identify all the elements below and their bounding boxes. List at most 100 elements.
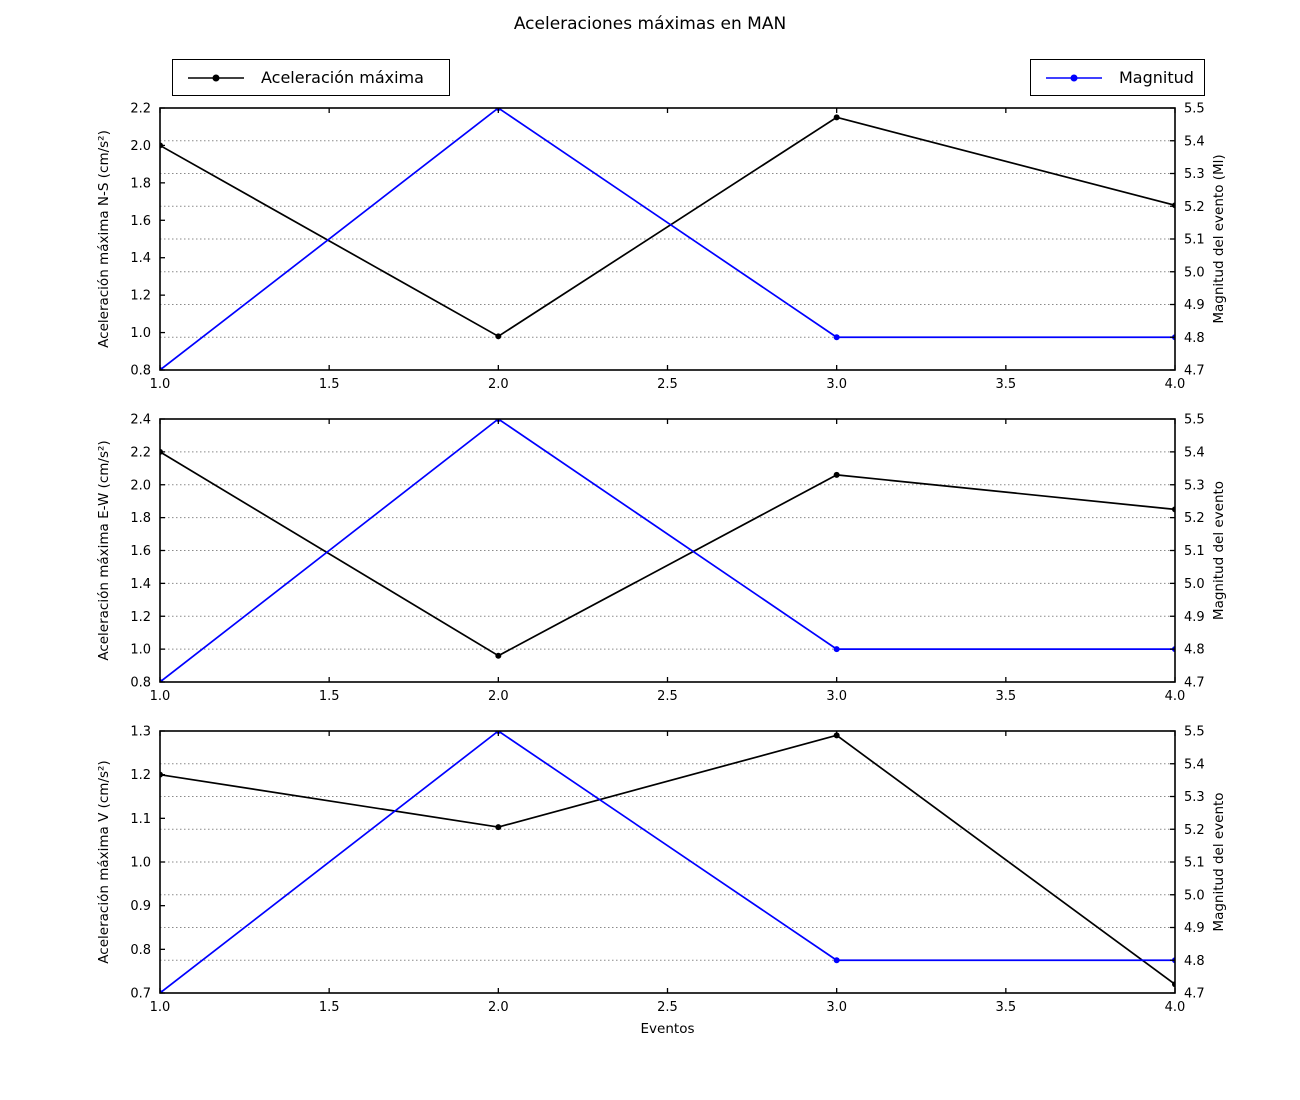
x-tick-label: 1.5 — [319, 377, 340, 392]
y-tick-label-left: 1.2 — [130, 289, 151, 304]
x-tick-label: 2.5 — [657, 1000, 678, 1015]
legend-line-sample-blue — [1046, 74, 1102, 81]
y-tick-label-left: 1.4 — [130, 577, 151, 592]
y-tick-label-right: 5.2 — [1184, 511, 1205, 526]
y-tick-label-right: 4.7 — [1184, 987, 1205, 1002]
x-axis-label: Eventos — [641, 1021, 695, 1037]
legend-line-sample-black — [188, 74, 244, 81]
y-tick-label-right: 5.2 — [1184, 823, 1205, 838]
data-point-magnitude — [833, 957, 840, 964]
series-line-acceleration — [160, 116, 1175, 338]
y-tick-label-right: 5.1 — [1184, 233, 1205, 248]
y-tick-label-right: 5.0 — [1184, 577, 1205, 592]
subplot-v: 1.0 1.5 2.0 2.5 3.0 3.5 4.0 0.7 0.8 0.9 1.0 1.1 1.2 1… — [96, 725, 1227, 1038]
data-point-magnitude — [833, 334, 840, 341]
subplot-ns: 1.0 1.5 2.0 2.5 3.0 3.5 4.00.81.01.21.41.61.82… — [96, 102, 1227, 393]
x-tick-label: 1.0 — [150, 1000, 171, 1015]
y-tick-label-right: 5.0 — [1184, 888, 1205, 903]
legend-magnitude: Magnitud — [1030, 59, 1205, 96]
y-axis-label-right: Magnitud del evento — [1211, 792, 1227, 931]
y-tick-label-left: 1.1 — [130, 812, 151, 827]
x-tick-label: 3.0 — [826, 1000, 847, 1015]
y-tick-label-left: 0.8 — [130, 676, 151, 691]
y-tick-label-right: 5.3 — [1184, 790, 1205, 805]
y-tick-label-left: 1.6 — [130, 544, 151, 559]
y-tick-label-left: 0.8 — [130, 943, 151, 958]
y-tick-label-right: 4.9 — [1184, 921, 1205, 936]
x-tick-label: 2.5 — [657, 689, 678, 704]
data-point-magnitude — [833, 646, 840, 653]
y-axis-label-right: Magnitud del evento — [1211, 481, 1227, 620]
y-tick-label-right: 5.0 — [1184, 265, 1205, 280]
y-tick-label-left: 1.6 — [130, 214, 151, 229]
x-tick-label: 4.0 — [1165, 1000, 1186, 1015]
x-tick-label: 1.5 — [319, 1000, 340, 1015]
y-tick-label-left: 2.0 — [130, 478, 151, 493]
x-tick-label: 2.0 — [488, 377, 509, 392]
series-line-acceleration — [160, 451, 1175, 657]
y-tick-label-right: 5.2 — [1184, 200, 1205, 215]
x-tick-label: 3.0 — [826, 377, 847, 392]
subplot-ew: 1.0 1.5 2.0 2.5 3.0 3.5 4.00.81.01.21.41.61.82… — [96, 413, 1227, 705]
y-axis-label-left: Aceleración máxima E-W (cm/s²) — [96, 440, 112, 660]
x-tick-label: 2.0 — [488, 689, 509, 704]
y-tick-label-left: 1.8 — [130, 511, 151, 526]
data-point-acceleration — [833, 471, 840, 478]
y-tick-label-right: 5.5 — [1184, 102, 1205, 117]
legend-acceleration-label: Aceleración máxima — [261, 68, 424, 87]
series-line-magnitude — [160, 419, 1175, 682]
y-tick-label-right: 5.1 — [1184, 544, 1205, 559]
x-tick-label: 3.0 — [826, 689, 847, 704]
y-tick-label-right: 5.4 — [1184, 445, 1205, 460]
y-axis-label-right: Magnitud del evento (Ml) — [1211, 154, 1227, 323]
x-tick-label: 1.5 — [319, 689, 340, 704]
y-tick-label-left: 0.8 — [130, 364, 151, 379]
y-tick-label-left: 1.3 — [130, 725, 151, 740]
data-point-acceleration — [495, 824, 502, 831]
y-tick-label-right: 4.8 — [1184, 954, 1205, 969]
data-point-acceleration — [833, 114, 840, 121]
series-line-magnitude — [160, 731, 1175, 993]
x-tick-label: 4.0 — [1165, 689, 1186, 704]
y-tick-label-left: 2.4 — [130, 413, 151, 428]
series-line-magnitude — [160, 108, 1175, 370]
y-tick-label-right: 5.3 — [1184, 167, 1205, 182]
y-tick-label-right: 5.3 — [1184, 478, 1205, 493]
x-tick-label: 2.5 — [657, 377, 678, 392]
y-tick-label-right: 4.9 — [1184, 610, 1205, 625]
y-tick-label-left: 0.9 — [130, 899, 151, 914]
x-tick-label: 4.0 — [1165, 377, 1186, 392]
y-tick-label-right: 5.4 — [1184, 134, 1205, 149]
y-tick-label-right: 4.7 — [1184, 676, 1205, 691]
y-tick-label-right: 5.5 — [1184, 725, 1205, 740]
y-tick-label-left: 1.2 — [130, 768, 151, 783]
legend-acceleration: Aceleración máxima — [172, 59, 450, 96]
y-tick-label-left: 2.2 — [130, 445, 151, 460]
y-tick-label-right: 4.8 — [1184, 643, 1205, 658]
y-tick-label-left: 1.0 — [130, 643, 151, 658]
x-tick-label: 3.5 — [995, 377, 1016, 392]
y-tick-label-right: 4.9 — [1184, 298, 1205, 313]
y-tick-label-left: 1.4 — [130, 251, 151, 266]
y-tick-label-left: 1.8 — [130, 176, 151, 191]
y-tick-label-left: 0.7 — [130, 987, 151, 1002]
x-tick-label: 1.0 — [150, 377, 171, 392]
y-tick-label-right: 5.1 — [1184, 856, 1205, 871]
x-tick-label: 2.0 — [488, 1000, 509, 1015]
x-tick-label: 3.5 — [995, 1000, 1016, 1015]
y-axis-label-left: Aceleración máxima N-S (cm/s²) — [96, 130, 112, 348]
x-tick-label: 1.0 — [150, 689, 171, 704]
chart-title: Aceleraciones máximas en MAN — [513, 14, 787, 34]
y-tick-label-right: 5.4 — [1184, 757, 1205, 772]
y-tick-label-right: 4.8 — [1184, 331, 1205, 346]
legend-magnitude-label: Magnitud — [1119, 68, 1194, 87]
y-axis-label-left: Aceleración máxima V (cm/s²) — [96, 760, 112, 963]
y-tick-label-left: 1.0 — [130, 856, 151, 871]
y-tick-label-left: 1.2 — [130, 610, 151, 625]
x-tick-label: 3.5 — [995, 689, 1016, 704]
y-tick-label-left: 1.0 — [130, 326, 151, 341]
y-tick-label-right: 4.7 — [1184, 364, 1205, 379]
y-tick-label-left: 2.0 — [130, 139, 151, 154]
